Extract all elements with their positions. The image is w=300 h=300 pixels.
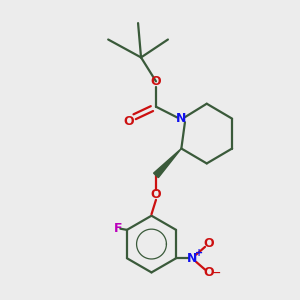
Text: O: O [204, 237, 214, 250]
Text: O: O [151, 188, 161, 201]
Text: O: O [124, 115, 134, 128]
Text: O: O [204, 266, 214, 279]
Text: N: N [176, 112, 187, 125]
Polygon shape [154, 148, 182, 178]
Text: O: O [151, 75, 161, 88]
Text: −: − [212, 268, 222, 278]
Text: +: + [195, 248, 203, 258]
Text: F: F [114, 222, 122, 235]
Text: N: N [187, 252, 198, 265]
